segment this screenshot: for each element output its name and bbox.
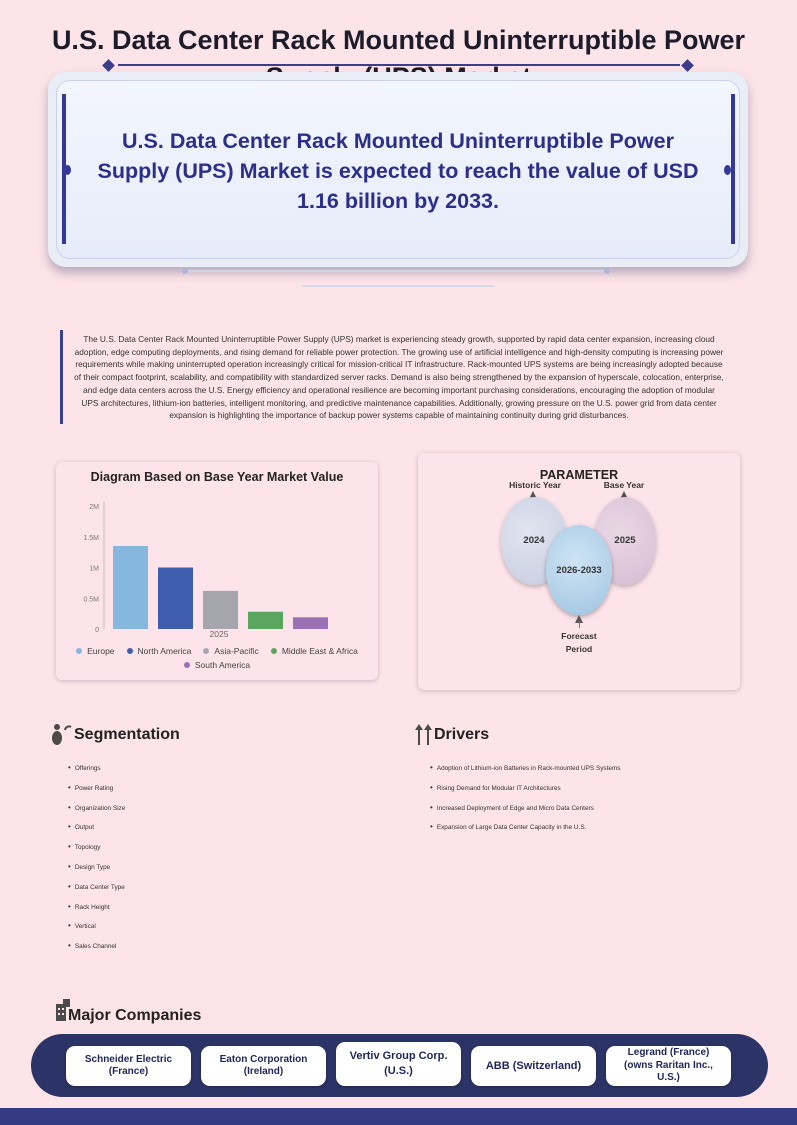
drivers-icon [414, 722, 434, 746]
hero-panel [48, 72, 748, 267]
legend-item: South America [183, 658, 251, 672]
legend-swatch [203, 648, 210, 654]
legend-swatch [270, 648, 277, 654]
companies-icon [55, 998, 71, 1022]
base-year-value: 2025 [614, 534, 636, 546]
list-item: Vertical [68, 921, 368, 941]
legend-label: Europe [87, 646, 115, 656]
segmentation-list: OfferingsPower RatingOrganization SizeOu… [68, 763, 368, 961]
legend-swatch [183, 662, 190, 668]
hero-headline: U.S. Data Center Rack Mounted Uninterrup… [97, 129, 699, 213]
legend-swatch [76, 648, 83, 654]
list-item: Adoption of Lithium-ion Batteries in Rac… [430, 763, 770, 783]
legend-label: North America [137, 646, 192, 656]
bar-south-america [293, 617, 328, 629]
base-year-label: Base Year [603, 480, 645, 490]
list-item: Output [68, 822, 368, 842]
hero-right-bar [731, 94, 735, 244]
parameter-title: PARAMETER [539, 468, 619, 482]
list-item: Topology [68, 842, 368, 862]
historic-arrow-icon [529, 491, 537, 499]
list-item: Design Type [68, 862, 368, 882]
chart-card: Diagram Based on Base Year Market Value … [56, 462, 378, 680]
company-card: ABB (Switzerland) [471, 1046, 596, 1086]
hero-base-dot-left [182, 268, 188, 274]
hero-base-line-short [302, 285, 494, 287]
footer-bar [0, 1108, 797, 1125]
list-item: Rising Demand for Modular IT Architectur… [430, 783, 770, 803]
list-item: Offerings [68, 763, 368, 783]
y-tick-label: 2M [89, 504, 99, 511]
list-item: Organization Size [68, 803, 368, 823]
bar-europe [113, 545, 148, 629]
list-item: Expansion of Large Data Center Capacity … [430, 822, 770, 842]
list-item: Sales Channel [68, 941, 368, 961]
segmentation-heading: Segmentation [74, 726, 180, 743]
historic-year-label: Historic Year [509, 480, 561, 490]
company-card: Eaton Corporation (Ireland) [201, 1046, 326, 1086]
drivers-list: Adoption of Lithium-ion Batteries in Rac… [430, 763, 770, 842]
y-tick-label: 1M [89, 566, 99, 573]
forecast-period-value: 2026-2033 [556, 564, 602, 576]
hero-base-dot-right [604, 268, 610, 274]
legend-item: North America [126, 644, 192, 658]
historic-year-value: 2024 [523, 534, 545, 546]
list-item: Increased Deployment of Edge and Micro D… [430, 803, 770, 823]
chart-title: Diagram Based on Base Year Market Value [90, 470, 344, 484]
title-divider [118, 64, 680, 66]
legend-item: Europe [76, 644, 115, 658]
company-card: Legrand (France) (owns Raritan Inc., U.S… [606, 1046, 731, 1086]
bar-chart: 0 0.5M 1M 1.5M 2M 2025 [83, 502, 328, 639]
company-card: Schneider Electric (France) [66, 1046, 191, 1086]
bar-asia-pacific [203, 590, 238, 629]
intro-paragraph: The U.S. Data Center Rack Mounted Uninte… [74, 334, 724, 421]
x-category-label: 2025 [210, 629, 229, 639]
hero-left-dot [64, 165, 71, 175]
list-item: Power Rating [68, 783, 368, 803]
companies-heading: Major Companies [68, 1007, 202, 1024]
legend-item: Middle East & Africa [270, 644, 358, 658]
forecast-period-circle: 2026-2033 [546, 525, 612, 615]
intro-accent-bar [60, 330, 63, 424]
legend-label: Middle East & Africa [281, 646, 358, 656]
legend-label: Asia-Pacific [214, 646, 259, 656]
hero-inner-panel [56, 80, 740, 259]
company-card: Vertiv Group Corp. (U.S.) [336, 1042, 461, 1086]
forecast-period-label: Forecast Period [561, 631, 597, 654]
y-tick-label: 0 [95, 627, 99, 634]
list-item: Data Center Type [68, 882, 368, 902]
chart-legend: Europe North America Asia-Pacific Middle Ea… [66, 644, 368, 672]
y-tick-label: 0.5M [83, 596, 99, 603]
segmentation-icon [51, 722, 75, 746]
bar-north-america [158, 567, 193, 629]
list-item: Rack Height [68, 902, 368, 922]
bar-middle-east-africa [248, 611, 283, 629]
hero-right-dot [724, 165, 731, 175]
drivers-heading: Drivers [434, 726, 490, 743]
legend-swatch [126, 648, 133, 654]
forecast-arrow-stem [579, 621, 580, 628]
legend-label: South America [194, 660, 251, 670]
forecast-arrow-icon [575, 615, 583, 623]
legend-item: Asia-Pacific [203, 644, 259, 658]
hero-base-line [182, 270, 610, 272]
base-arrow-icon [620, 491, 628, 499]
y-tick-label: 1.5M [83, 535, 99, 542]
